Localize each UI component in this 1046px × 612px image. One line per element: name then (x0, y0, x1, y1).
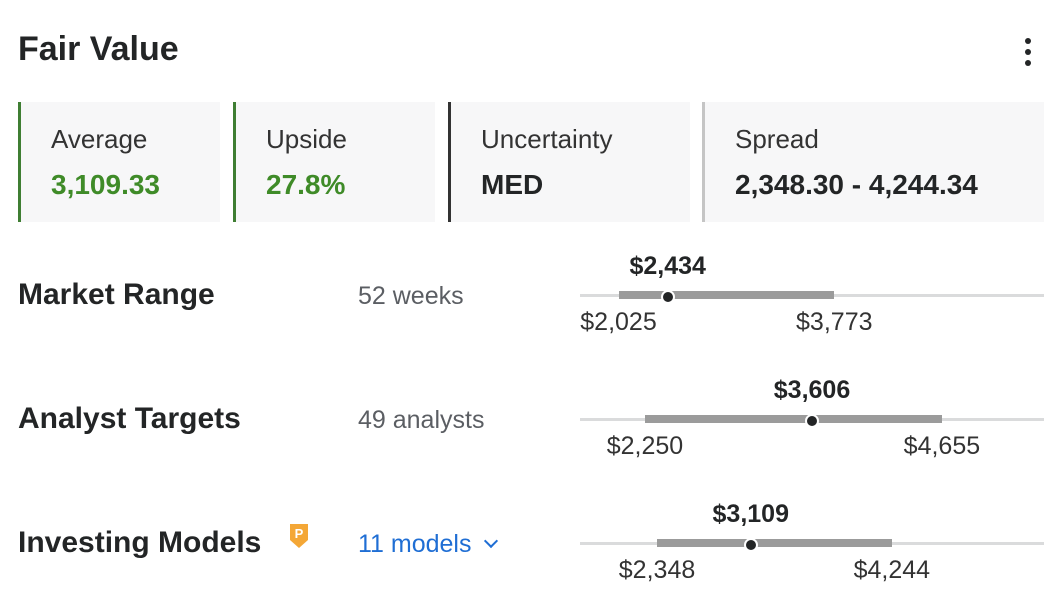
investing-models-marker (743, 538, 758, 552)
market-range-marker (660, 290, 675, 304)
page-title: Fair Value (18, 30, 179, 68)
average-value: 3,109.33 (51, 169, 160, 200)
analyst-targets-current: $3,606 (773, 376, 851, 404)
analyst-targets-bar (644, 415, 942, 423)
spread-card: Spread 2,348.30 - 4,244.34 (702, 102, 1044, 222)
uncertainty-card: Uncertainty MED (448, 102, 690, 222)
analyst-count: 49 analysts (358, 406, 485, 434)
investing-models-bar (657, 539, 892, 547)
investing-models-low: $2,348 (618, 556, 696, 584)
uncertainty-value: MED (481, 169, 544, 200)
analyst-targets-label: Analyst Targets (18, 402, 241, 435)
spread-value: 2,348.30 - 4,244.34 (735, 169, 978, 200)
investing-models-current: $3,109 (712, 500, 789, 528)
more-options-icon[interactable] (1014, 36, 1042, 68)
upside-value: 27.8% (266, 169, 346, 200)
svg-text:P: P (295, 526, 304, 541)
investing-models-label: Investing Models (18, 526, 262, 559)
uncertainty-label: Uncertainty (481, 124, 613, 154)
average-card: Average 3,109.33 (18, 102, 220, 222)
analyst-targets-track (580, 414, 1044, 428)
market-range-current: $2,434 (629, 252, 706, 280)
analyst-targets-marker (805, 414, 819, 428)
average-label: Average (51, 124, 148, 154)
models-dropdown[interactable]: 11 models (358, 530, 498, 559)
market-range-bar (618, 291, 835, 299)
fair-value-summary: Average 3,109.33 Upside 27.8% Uncertaint… (18, 102, 1044, 222)
market-range-period: 52 weeks (358, 282, 464, 310)
models-count: 11 models (358, 530, 472, 558)
market-range-track (580, 290, 1044, 304)
market-range-label: Market Range (18, 278, 215, 311)
investing-models-high: $4,244 (853, 556, 931, 584)
chevron-down-icon (483, 533, 498, 549)
market-range-high: $3,773 (796, 308, 873, 336)
analyst-targets-high: $4,655 (903, 432, 981, 460)
investing-models-track (580, 538, 1044, 552)
market-range-low: $2,025 (580, 308, 657, 336)
upside-label: Upside (266, 124, 347, 154)
upside-card: Upside 27.8% (233, 102, 435, 222)
analyst-targets-low: $2,250 (606, 432, 684, 460)
spread-label: Spread (735, 124, 819, 154)
pro-p-badge-icon: P (290, 524, 308, 548)
